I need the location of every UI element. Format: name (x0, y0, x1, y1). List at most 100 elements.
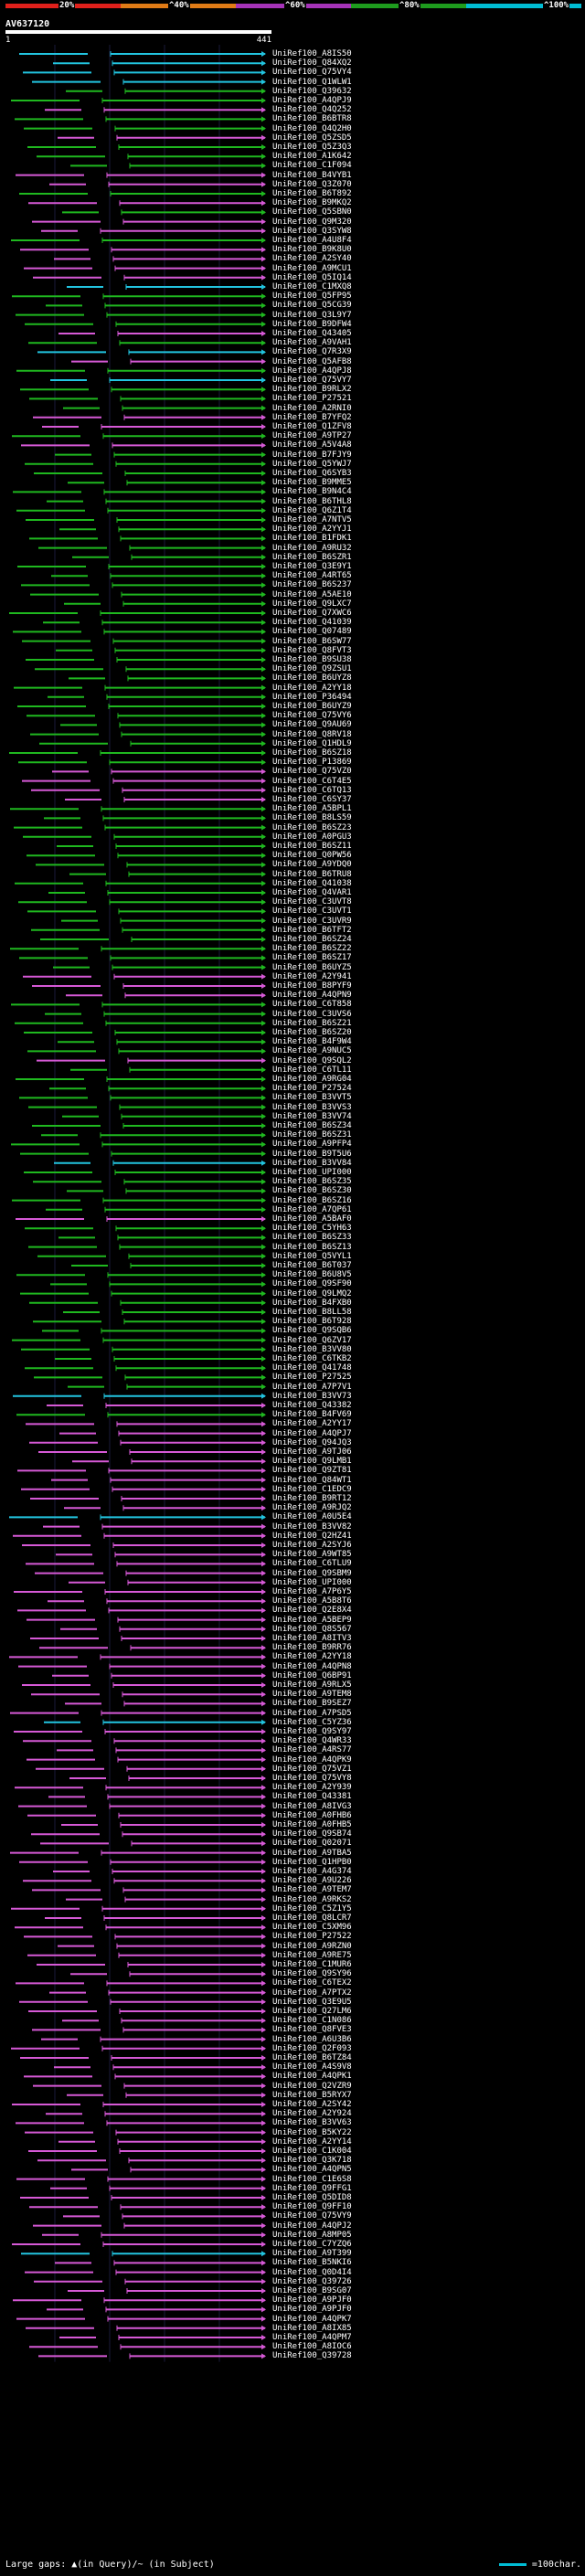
hit-label[interactable]: UniRef100_Q9FFG1 (272, 2183, 352, 2193)
hit-label[interactable]: UniRef100_A0FHB5 (272, 1820, 352, 1829)
hit-label[interactable]: UniRef100_B9DFW4 (272, 319, 352, 329)
hit-label[interactable]: UniRef100_A4QPJ9 (272, 96, 352, 105)
hit-label[interactable]: UniRef100_Q3K718 (272, 2156, 352, 2166)
hit-label[interactable]: UniRef100_A9TBA5 (272, 1848, 352, 1858)
hit-label[interactable]: UniRef100_A4QPN8 (272, 1661, 352, 1671)
hit-label[interactable]: UniRef100_C1MUR6 (272, 1960, 352, 1969)
hit-label[interactable]: UniRef100_B9MKQ2 (272, 198, 352, 208)
hit-label[interactable]: UniRef100_C1K004 (272, 2147, 352, 2156)
hit-label[interactable]: UniRef100_B6SZ11 (272, 842, 352, 851)
hit-label[interactable]: UniRef100_Q0PW56 (272, 851, 352, 861)
hit-label[interactable]: UniRef100_Q8S567 (272, 1624, 352, 1634)
hit-label[interactable]: UniRef100_B1FDK1 (272, 534, 352, 544)
hit-label[interactable]: UniRef100_A4RS77 (272, 1745, 352, 1755)
hit-label[interactable]: UniRef100_Q6ZV17 (272, 1335, 352, 1345)
hit-label[interactable]: UniRef100_B3VV63 (272, 2118, 352, 2128)
hit-label[interactable]: UniRef100_A4QPN9 (272, 991, 352, 1001)
hit-label[interactable]: UniRef100_Q7R3X9 (272, 347, 352, 357)
hit-label[interactable]: UniRef100_Q6Z1T4 (272, 505, 352, 515)
hit-label[interactable]: UniRef100_B4FXB0 (272, 1298, 352, 1308)
hit-label[interactable]: UniRef100_Q43381 (272, 1792, 352, 1802)
hit-label[interactable]: UniRef100_B6SZ20 (272, 1028, 352, 1037)
hit-label[interactable]: UniRef100_Q2F093 (272, 2043, 352, 2053)
hit-label[interactable]: UniRef100_A2RNI0 (272, 403, 352, 413)
hit-label[interactable]: UniRef100_Q75VY7 (272, 376, 352, 385)
hit-label[interactable]: UniRef100_C6TLU9 (272, 1559, 352, 1569)
hit-label[interactable]: UniRef100_B6SZ30 (272, 1186, 352, 1196)
hit-label[interactable]: UniRef100_Q8LCR7 (272, 1913, 352, 1923)
hit-label[interactable]: UniRef100_A9RU32 (272, 543, 352, 553)
hit-label[interactable]: UniRef100_A9RLX5 (272, 1680, 352, 1690)
hit-label[interactable]: UniRef100_Q9SQB6 (272, 1326, 352, 1336)
hit-label[interactable]: UniRef100_Q41038 (272, 878, 352, 888)
hit-label[interactable]: UniRef100_B3VV84 (272, 1158, 352, 1168)
hit-label[interactable]: UniRef100_A2Y941 (272, 971, 352, 981)
hit-label[interactable]: UniRef100_C3UVT1 (272, 906, 352, 917)
hit-label[interactable]: UniRef100_Q75VY8 (272, 1774, 352, 1783)
hit-label[interactable]: UniRef100_A4QPN5 (272, 2165, 352, 2175)
hit-label[interactable]: UniRef100_B4F9W4 (272, 1037, 352, 1047)
hit-label[interactable]: UniRef100_C6T4E5 (272, 776, 352, 786)
hit-label[interactable]: UniRef100_A0PGU3 (272, 832, 352, 842)
hit-label[interactable]: UniRef100_Q43405 (272, 329, 352, 338)
hit-label[interactable]: UniRef100_B6UYZ8 (272, 673, 352, 684)
hit-label[interactable]: UniRef100_B9SG07 (272, 2286, 352, 2295)
hit-label[interactable]: UniRef100_A4QPJ8 (272, 366, 352, 376)
hit-label[interactable]: UniRef100_A2SY40 (272, 254, 352, 264)
hit-label[interactable]: UniRef100_Q07489 (272, 627, 352, 637)
hit-label[interactable]: UniRef100_B9RT12 (272, 1494, 352, 1503)
hit-label[interactable]: UniRef100_P27524 (272, 1084, 352, 1094)
hit-label[interactable]: UniRef100_Q84XQ2 (272, 58, 352, 69)
hit-label[interactable]: UniRef100_Q39632 (272, 86, 352, 96)
hit-label[interactable]: UniRef100_Q02071 (272, 1839, 352, 1849)
hit-label[interactable]: UniRef100_A4QPK1 (272, 2072, 352, 2082)
hit-label[interactable]: UniRef100_B9SEZ7 (272, 1699, 352, 1709)
hit-label[interactable]: UniRef100_B5KY22 (272, 2127, 352, 2137)
hit-label[interactable]: UniRef100_C3UVT8 (272, 897, 352, 907)
hit-label[interactable]: UniRef100_A5BPL1 (272, 804, 352, 814)
hit-label[interactable]: UniRef100_A9TEM8 (272, 1690, 352, 1700)
hit-label[interactable]: UniRef100_Q9LXC7 (272, 599, 352, 609)
hit-label[interactable]: UniRef100_Q5DID8 (272, 2193, 352, 2202)
hit-label[interactable]: UniRef100_Q39726 (272, 2276, 352, 2286)
hit-label[interactable]: UniRef100_P13869 (272, 758, 352, 768)
hit-label[interactable]: UniRef100_Q41039 (272, 618, 352, 628)
hit-label[interactable]: UniRef100_A4QPK7 (272, 2314, 352, 2324)
hit-label[interactable]: UniRef100_B9T5U6 (272, 1149, 352, 1159)
hit-label[interactable]: UniRef100_Q9FF10 (272, 2202, 352, 2212)
hit-label[interactable]: UniRef100_Q41748 (272, 1363, 352, 1373)
hit-label[interactable]: UniRef100_Q3Z070 (272, 179, 352, 189)
hit-label[interactable]: UniRef100_A5V4A8 (272, 440, 352, 451)
hit-label[interactable]: UniRef100_B6SZ21 (272, 1018, 352, 1028)
hit-label[interactable]: UniRef100_C6TL11 (272, 1065, 352, 1075)
hit-label[interactable]: UniRef100_A9RKS2 (272, 1894, 352, 1904)
hit-label[interactable]: UniRef100_Q1ZFV8 (272, 422, 352, 431)
hit-label[interactable]: UniRef100_B9MME5 (272, 478, 352, 488)
hit-label[interactable]: UniRef100_B6SZ17 (272, 953, 352, 963)
hit-label[interactable]: UniRef100_Q6SYB3 (272, 469, 352, 478)
hit-label[interactable]: UniRef100_A8MP05 (272, 2230, 352, 2240)
hit-label[interactable]: UniRef100_A4G374 (272, 1867, 352, 1876)
hit-label[interactable]: UniRef100_C5YH63 (272, 1224, 352, 1234)
hit-label[interactable]: UniRef100_Q9SY96 (272, 1969, 352, 1979)
hit-label[interactable]: UniRef100_A8IOC6 (272, 2342, 352, 2352)
hit-label[interactable]: UniRef100_A4QPJ7 (272, 1428, 352, 1438)
hit-label[interactable]: UniRef100_B6TFT2 (272, 925, 352, 935)
hit-label[interactable]: UniRef100_P36494 (272, 692, 352, 702)
hit-label[interactable]: UniRef100_Q5CG39 (272, 301, 352, 311)
hit-label[interactable]: UniRef100_Q8RV18 (272, 729, 352, 739)
hit-label[interactable]: UniRef100_A9YDQ0 (272, 860, 352, 870)
hit-label[interactable]: UniRef100_A2SYJ6 (272, 1541, 352, 1550)
hit-label[interactable]: UniRef100_A9PJF0 (272, 2295, 352, 2306)
hit-label[interactable]: UniRef100_A0FHB6 (272, 1810, 352, 1820)
hit-label[interactable]: UniRef100_C6TKB2 (272, 1354, 352, 1363)
hit-label[interactable]: UniRef100_Q3E9U5 (272, 1997, 352, 2007)
hit-label[interactable]: UniRef100_Q4VAR1 (272, 888, 352, 897)
hit-label[interactable]: UniRef100_A7NTV5 (272, 515, 352, 525)
hit-label[interactable]: UniRef100_B6T892 (272, 189, 352, 198)
hit-label[interactable]: UniRef100_Q4WR33 (272, 1736, 352, 1746)
hit-label[interactable]: UniRef100_A7PTX2 (272, 1988, 352, 1998)
hit-label[interactable]: UniRef100_A9PFP4 (272, 1140, 352, 1150)
hit-label[interactable]: UniRef100_A8IVG3 (272, 1801, 352, 1811)
hit-label[interactable]: UniRef100_C6TQ13 (272, 785, 352, 795)
